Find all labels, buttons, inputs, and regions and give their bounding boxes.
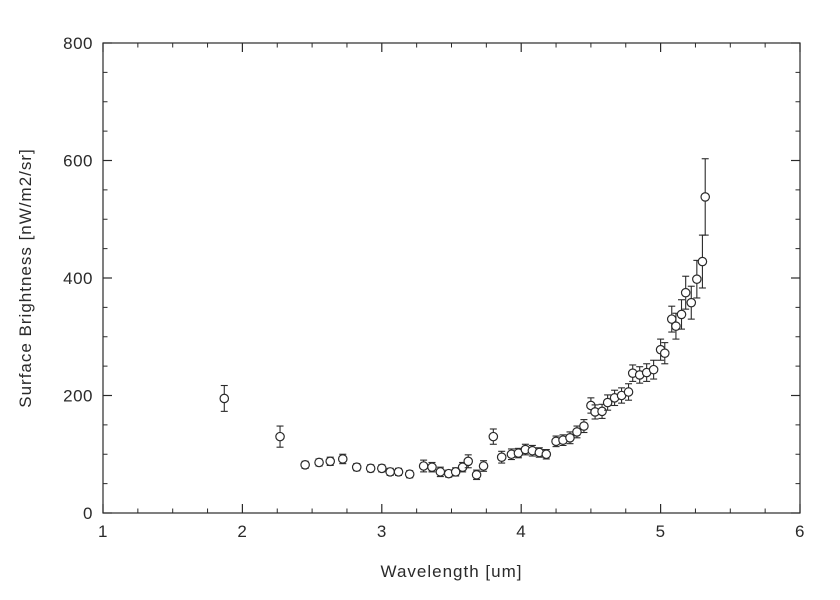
svg-text:400: 400 xyxy=(63,269,93,288)
x-axis-title: Wavelength [um] xyxy=(380,562,523,581)
y-axis-title: Surface Brightness [nW/m2/sr] xyxy=(16,148,35,408)
svg-text:2: 2 xyxy=(237,522,247,541)
svg-text:200: 200 xyxy=(63,387,93,406)
svg-text:6: 6 xyxy=(795,522,805,541)
svg-text:800: 800 xyxy=(63,34,93,53)
svg-text:5: 5 xyxy=(656,522,666,541)
svg-text:3: 3 xyxy=(377,522,387,541)
svg-text:4: 4 xyxy=(516,522,526,541)
svg-text:0: 0 xyxy=(83,504,93,523)
svg-text:600: 600 xyxy=(63,152,93,171)
svg-text:1: 1 xyxy=(98,522,108,541)
